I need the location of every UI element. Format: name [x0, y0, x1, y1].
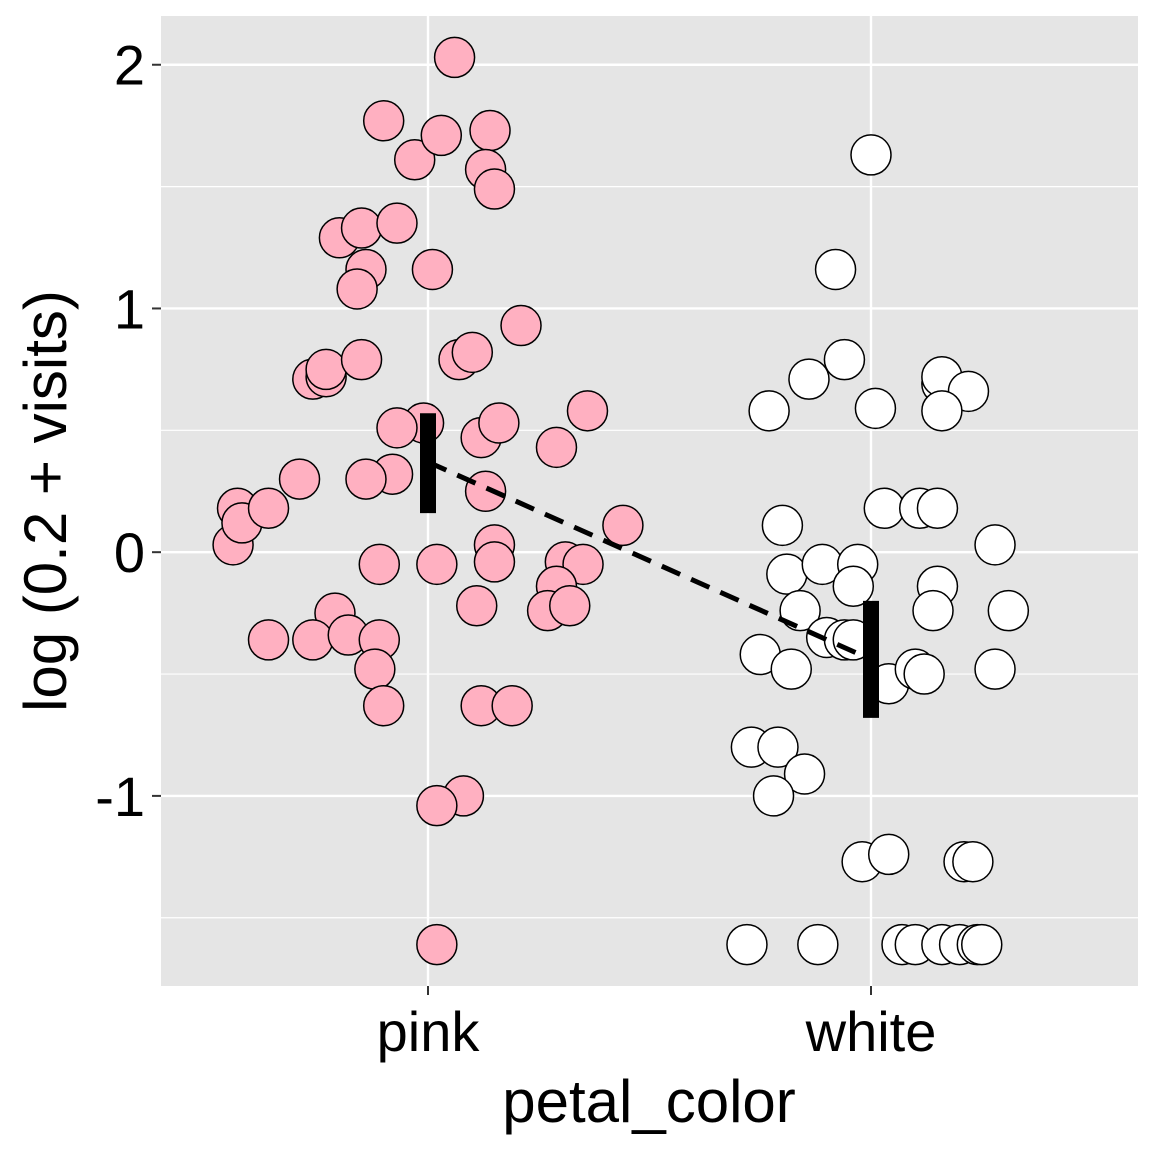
y-tick-label: 0 — [114, 521, 145, 584]
data-point-pink — [416, 784, 458, 827]
data-point-white — [823, 338, 866, 381]
data-point-white — [912, 589, 954, 632]
axes: -1 0 1 2 pink white — [95, 34, 936, 1063]
data-point-pink — [473, 541, 516, 583]
data-point-white — [916, 487, 959, 530]
data-point-pink — [491, 684, 533, 727]
data-point-pink — [345, 458, 387, 500]
data-point-pink — [420, 114, 463, 157]
data-point-white — [761, 504, 804, 547]
data-point-pink — [469, 109, 511, 152]
data-point-pink — [478, 402, 520, 444]
panel-background — [161, 16, 1138, 986]
mean-trend-line — [426, 459, 873, 662]
data-point-pink — [376, 202, 418, 244]
x-axis-title: petal_color — [502, 1068, 796, 1135]
data-point-white — [814, 248, 857, 291]
y-tick-label: 2 — [114, 34, 145, 97]
data-point-white — [854, 387, 897, 430]
data-points — [212, 36, 1030, 966]
data-point-pink — [455, 585, 498, 627]
data-point-pink — [340, 207, 383, 249]
data-point-white — [726, 923, 768, 966]
data-point-pink — [358, 543, 401, 586]
data-point-pink — [247, 487, 290, 530]
data-point-white — [867, 833, 910, 876]
data-point-white — [788, 358, 830, 400]
data-point-white — [921, 390, 963, 432]
data-point-white — [752, 775, 795, 817]
data-point-pink — [566, 390, 609, 432]
y-tick-label: 1 — [114, 277, 145, 340]
x-tick-label: white — [805, 1000, 937, 1063]
data-point-white — [850, 134, 892, 176]
data-point-pink — [292, 619, 334, 661]
data-point-pink — [602, 504, 644, 547]
data-point-white — [783, 753, 826, 795]
data-point-pink — [535, 426, 578, 469]
data-point-pink — [500, 304, 542, 347]
data-point-pink — [416, 923, 458, 966]
y-tick-label: -1 — [95, 765, 145, 828]
data-point-pink — [376, 407, 418, 449]
data-point-white — [961, 923, 1003, 966]
data-point-pink — [411, 248, 454, 291]
x-tick-label: pink — [377, 1000, 481, 1063]
data-point-pink — [362, 100, 405, 142]
data-point-pink — [354, 648, 396, 690]
data-point-white — [987, 589, 1030, 632]
data-point-white — [770, 648, 813, 690]
data-point-pink — [278, 458, 321, 500]
data-point-pink — [336, 268, 378, 310]
data-point-white — [903, 653, 945, 695]
data-point-pink — [393, 139, 436, 181]
data-point-white — [952, 840, 994, 883]
data-point-pink — [340, 338, 383, 381]
y-axis-title: log (0.2 + visits) — [12, 290, 79, 712]
data-point-white — [766, 553, 808, 595]
data-point-pink — [473, 168, 516, 210]
data-point-white — [832, 565, 875, 608]
summary-layer — [420, 413, 879, 718]
data-point-pink — [433, 36, 476, 79]
data-point-white — [974, 524, 1016, 566]
data-point-white — [797, 923, 839, 966]
data-point-pink — [451, 331, 494, 374]
data-point-white — [757, 726, 799, 768]
data-point-pink — [362, 684, 405, 727]
data-point-pink — [247, 619, 290, 661]
data-point-white — [863, 487, 906, 530]
data-point-white — [974, 648, 1016, 690]
data-point-pink — [416, 543, 458, 586]
data-point-pink — [549, 585, 591, 627]
data-point-pink — [305, 348, 347, 391]
data-point-white — [748, 390, 790, 432]
